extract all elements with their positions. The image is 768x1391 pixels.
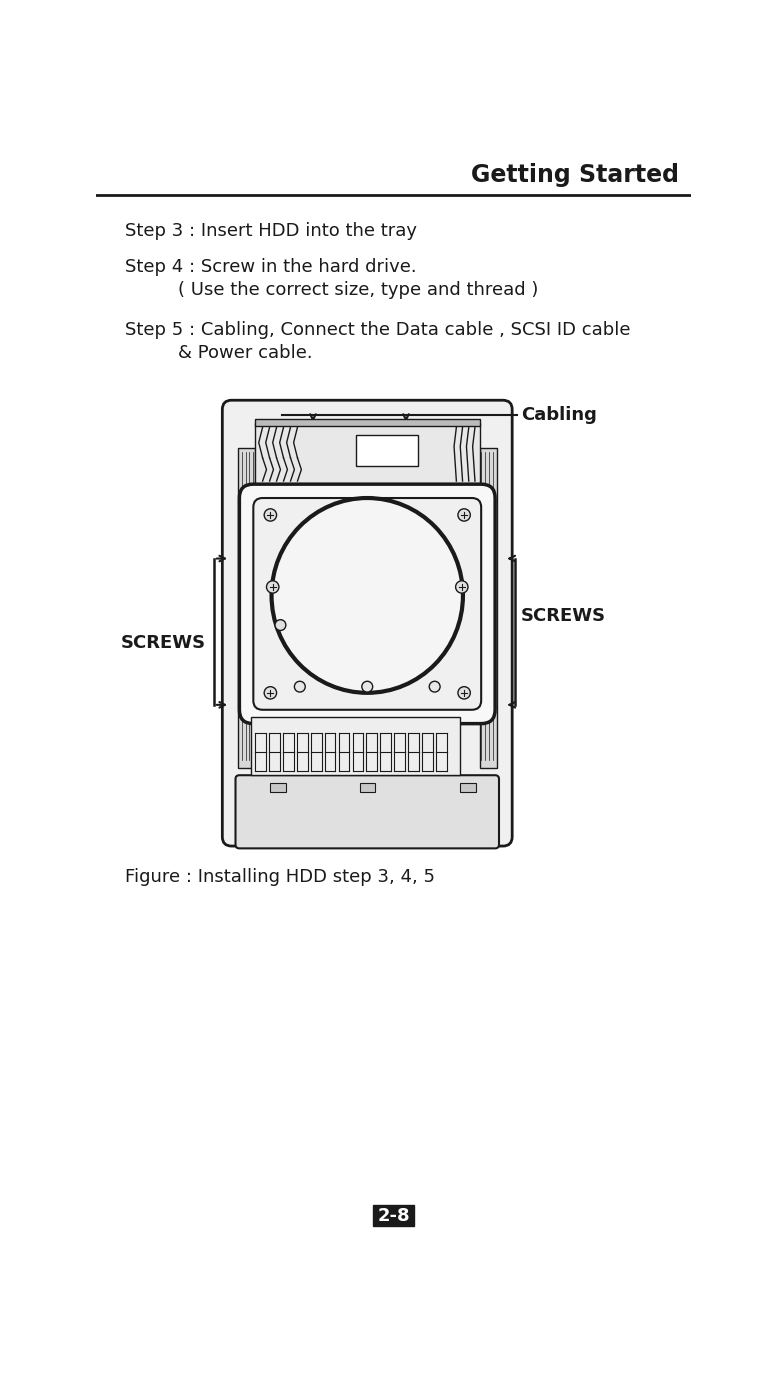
- Circle shape: [275, 619, 286, 630]
- Circle shape: [266, 581, 279, 593]
- Bar: [480, 448, 497, 768]
- Bar: [356, 435, 418, 466]
- Bar: [238, 448, 255, 768]
- Bar: [255, 420, 480, 426]
- Bar: [460, 783, 475, 791]
- Text: SCREWS: SCREWS: [521, 608, 606, 626]
- Text: Figure : Installing HDD step 3, 4, 5: Figure : Installing HDD step 3, 4, 5: [125, 868, 435, 886]
- Text: Cabling: Cabling: [521, 406, 597, 424]
- Text: Step 5 : Cabling, Connect the Data cable , SCSI ID cable: Step 5 : Cabling, Connect the Data cable…: [125, 321, 631, 339]
- Circle shape: [455, 581, 468, 593]
- Circle shape: [264, 509, 276, 522]
- Text: 2-8: 2-8: [377, 1206, 410, 1224]
- FancyBboxPatch shape: [253, 498, 482, 709]
- Bar: [373, 1205, 414, 1227]
- Bar: [359, 783, 375, 791]
- Circle shape: [458, 687, 470, 700]
- Circle shape: [294, 682, 305, 693]
- Text: Step 4 : Screw in the hard drive.: Step 4 : Screw in the hard drive.: [125, 257, 417, 275]
- Text: SCREWS: SCREWS: [121, 634, 206, 652]
- FancyBboxPatch shape: [236, 775, 499, 849]
- Text: ( Use the correct size, type and thread ): ( Use the correct size, type and thread …: [178, 281, 538, 299]
- Ellipse shape: [272, 498, 463, 693]
- Circle shape: [264, 687, 276, 700]
- Text: Step 3 : Insert HDD into the tray: Step 3 : Insert HDD into the tray: [125, 223, 418, 241]
- Circle shape: [458, 509, 470, 522]
- Circle shape: [362, 682, 372, 693]
- Circle shape: [429, 682, 440, 693]
- FancyBboxPatch shape: [240, 484, 495, 723]
- Bar: [270, 783, 286, 791]
- Text: Getting Started: Getting Started: [471, 163, 679, 186]
- Text: & Power cable.: & Power cable.: [178, 344, 313, 362]
- Bar: [255, 423, 480, 485]
- FancyBboxPatch shape: [222, 401, 512, 846]
- Bar: [251, 718, 460, 775]
